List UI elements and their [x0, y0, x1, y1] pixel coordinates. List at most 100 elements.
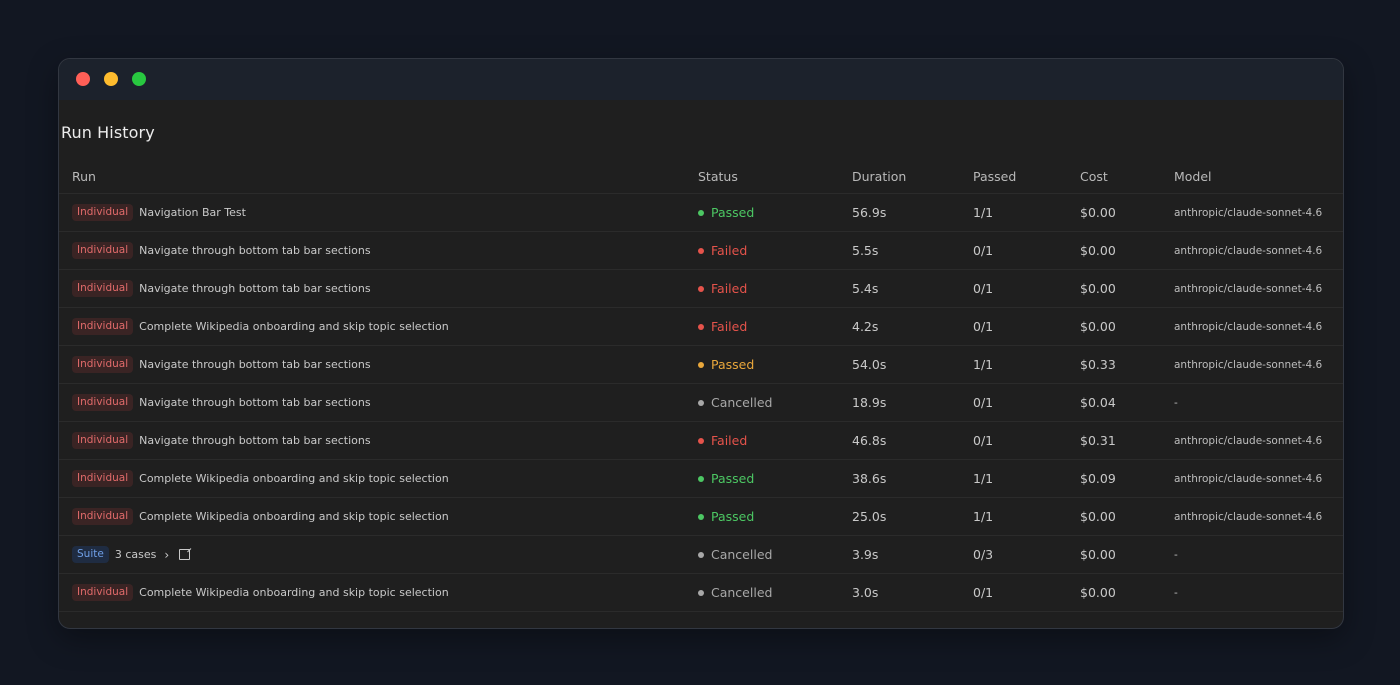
status-dot-icon — [698, 247, 704, 254]
table-row[interactable]: Individual Complete Wikipedia onboarding … — [59, 574, 1343, 612]
run-name[interactable]: Navigate through bottom tab bar sections — [139, 434, 371, 447]
column-header-model[interactable]: Model — [1174, 168, 1212, 184]
run-name[interactable]: Navigate through bottom tab bar sections — [139, 282, 371, 295]
suite-case-count: 3 cases — [114, 548, 157, 561]
table-header-row: Run Status Duration Passed Cost Model — [59, 159, 1343, 194]
cost-value: $0.00 — [1080, 243, 1116, 258]
status-cell: Cancelled — [698, 384, 772, 421]
status-dot-icon — [698, 399, 704, 406]
minimize-window-button[interactable] — [104, 72, 118, 86]
cost-value: $0.04 — [1080, 395, 1116, 410]
model-value: anthropic/claude-sonnet-4.6 — [1174, 244, 1323, 257]
passed-value: 1/1 — [973, 471, 994, 486]
individual-badge: Individual — [72, 204, 134, 221]
table-row[interactable]: Individual Complete Wikipedia onboarding … — [59, 498, 1343, 536]
passed-value: 0/3 — [973, 547, 994, 562]
table-row[interactable]: Individual Complete Wikipedia onboarding … — [59, 460, 1343, 498]
cost-value: $0.33 — [1080, 357, 1116, 372]
run-name[interactable]: Navigate through bottom tab bar sections — [139, 244, 371, 257]
status-dot-icon — [698, 475, 704, 482]
run-name[interactable]: Navigate through bottom tab bar sections — [139, 396, 371, 409]
individual-badge: Individual — [72, 242, 134, 259]
cost-value: $0.00 — [1080, 585, 1116, 600]
passed-value: 0/1 — [973, 585, 994, 600]
model-value: anthropic/claude-sonnet-4.6 — [1174, 206, 1323, 219]
run-cell: Individual Navigate through bottom tab ba… — [72, 384, 371, 421]
passed-value: 1/1 — [973, 357, 994, 372]
individual-badge: Individual — [72, 356, 134, 373]
status-label: Passed — [711, 205, 755, 220]
cost-value: $0.00 — [1080, 281, 1116, 296]
passed-value: 0/1 — [973, 433, 994, 448]
table-row[interactable]: Individual Navigate through bottom tab ba… — [59, 384, 1343, 422]
passed-value: 0/1 — [973, 243, 994, 258]
duration-value: 3.0s — [852, 585, 879, 600]
model-value: - — [1174, 548, 1178, 561]
duration-value: 3.9s — [852, 547, 879, 562]
run-name[interactable]: Navigate through bottom tab bar sections — [139, 358, 371, 371]
table-row[interactable]: Individual Complete Wikipedia onboarding … — [59, 308, 1343, 346]
status-label: Passed — [711, 357, 755, 372]
status-dot-icon — [698, 361, 704, 368]
status-dot-icon — [698, 589, 704, 596]
individual-badge: Individual — [72, 508, 134, 525]
table-row[interactable]: Individual Navigate through bottom tab ba… — [59, 346, 1343, 384]
close-window-button[interactable] — [76, 72, 90, 86]
run-cell: Individual Navigation Bar Test — [72, 194, 246, 231]
run-name[interactable]: Complete Wikipedia onboarding and skip t… — [139, 320, 449, 333]
status-label: Passed — [711, 471, 755, 486]
table-row[interactable]: Individual Navigation Bar Test Passed 56.9s… — [59, 194, 1343, 232]
column-header-cost[interactable]: Cost — [1080, 168, 1108, 184]
run-name[interactable]: Navigation Bar Test — [139, 206, 246, 219]
duration-value: 5.4s — [852, 281, 879, 296]
external-link-icon[interactable] — [179, 549, 191, 560]
run-cell: Individual Navigate through bottom tab ba… — [72, 232, 371, 269]
run-cell: Individual Complete Wikipedia onboarding … — [72, 498, 449, 535]
status-cell: Passed — [698, 460, 754, 497]
passed-value: 1/1 — [973, 205, 994, 220]
individual-badge: Individual — [72, 432, 134, 449]
status-label: Failed — [711, 281, 748, 296]
run-cell: Individual Complete Wikipedia onboarding … — [72, 460, 449, 497]
column-header-passed[interactable]: Passed — [973, 168, 1017, 184]
cost-value: $0.00 — [1080, 319, 1116, 334]
model-value: anthropic/claude-sonnet-4.6 — [1174, 434, 1323, 447]
status-label: Failed — [711, 319, 748, 334]
column-header-duration[interactable]: Duration — [852, 168, 907, 184]
status-label: Failed — [711, 243, 748, 258]
cost-value: $0.00 — [1080, 509, 1116, 524]
table-row[interactable]: Individual Navigate through bottom tab ba… — [59, 270, 1343, 308]
run-cell: Individual Navigate through bottom tab ba… — [72, 270, 371, 307]
duration-value: 5.5s — [852, 243, 879, 258]
status-cell: Passed — [698, 346, 754, 383]
run-name[interactable]: Complete Wikipedia onboarding and skip t… — [139, 472, 449, 485]
column-header-run[interactable]: Run — [72, 168, 96, 184]
maximize-window-button[interactable] — [132, 72, 146, 86]
table-row[interactable]: Suite 3 cases › Cancelled 3.9s 0/3 $0.00 - — [59, 536, 1343, 574]
status-dot-icon — [698, 551, 704, 558]
duration-value: 56.9s — [852, 205, 887, 220]
status-cell: Failed — [698, 422, 747, 459]
cost-value: $0.00 — [1080, 547, 1116, 562]
passed-value: 0/1 — [973, 319, 994, 334]
table-row[interactable]: Individual Navigate through bottom tab ba… — [59, 422, 1343, 460]
chevron-right-icon[interactable]: › — [164, 547, 170, 562]
individual-badge: Individual — [72, 318, 134, 335]
status-cell: Failed — [698, 270, 747, 307]
status-cell: Cancelled — [698, 536, 772, 573]
table-row[interactable]: Individual Navigate through bottom tab ba… — [59, 232, 1343, 270]
column-header-status[interactable]: Status — [698, 168, 738, 184]
passed-value: 0/1 — [973, 395, 994, 410]
individual-badge: Individual — [72, 394, 134, 411]
run-name[interactable]: Complete Wikipedia onboarding and skip t… — [139, 510, 449, 523]
cost-value: $0.09 — [1080, 471, 1116, 486]
run-cell: Individual Complete Wikipedia onboarding … — [72, 308, 449, 345]
status-cell: Passed — [698, 194, 754, 231]
run-name[interactable]: Complete Wikipedia onboarding and skip t… — [139, 586, 449, 599]
table-body: Individual Navigation Bar Test Passed 56.9s… — [59, 194, 1343, 612]
status-label: Cancelled — [711, 585, 773, 600]
cost-value: $0.00 — [1080, 205, 1116, 220]
run-cell: Individual Navigate through bottom tab ba… — [72, 346, 371, 383]
status-cell: Cancelled — [698, 574, 772, 611]
status-cell: Failed — [698, 232, 747, 269]
